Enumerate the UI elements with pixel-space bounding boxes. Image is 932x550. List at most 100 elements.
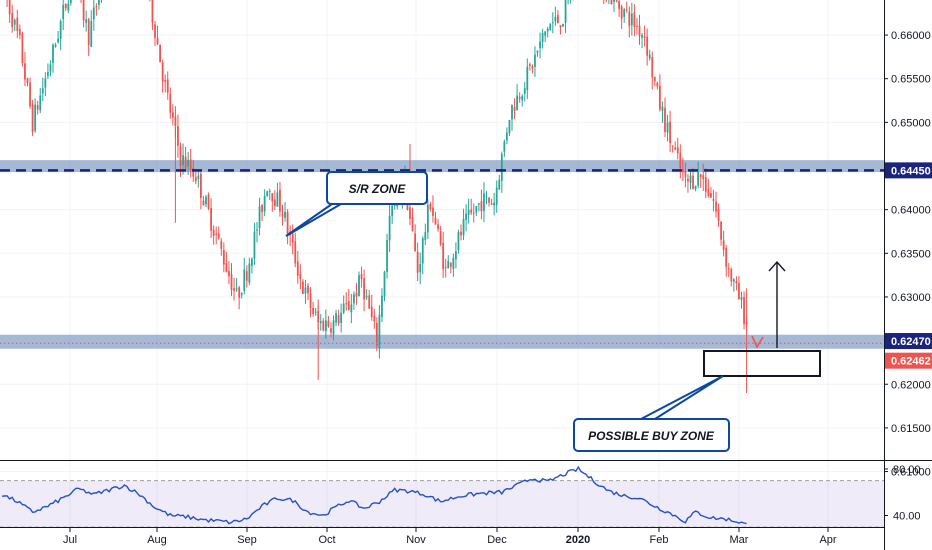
zones (0, 160, 884, 349)
candle (80, 0, 82, 3)
candle (197, 171, 200, 188)
arrow-up-icon[interactable] (768, 260, 786, 348)
time-axis[interactable]: Jul Aug Sep Oct Nov Dec 2020 Feb Mar Apr (63, 527, 837, 546)
price-tick-label: 0.66000 (891, 30, 931, 42)
candle (710, 187, 712, 198)
sr-zone-pointer (285, 203, 345, 237)
time-tick-label: Aug (147, 534, 167, 546)
candle (69, 0, 72, 6)
candle (498, 174, 501, 191)
candle (725, 244, 728, 277)
candle (615, 0, 618, 3)
candle (562, 23, 564, 28)
candle (735, 276, 738, 291)
candle (704, 168, 707, 198)
candle (383, 270, 386, 302)
candle (13, 18, 16, 31)
sr-zone-callout[interactable]: S/R ZONE (285, 171, 428, 237)
candle (151, 0, 154, 30)
candle (200, 169, 202, 210)
buy-zone-label: POSSIBLE BUY ZONE (588, 429, 715, 443)
candle (52, 43, 54, 73)
candle (638, 14, 641, 45)
candle (455, 242, 457, 269)
price-tick-label: 0.63500 (891, 248, 931, 260)
candle (299, 264, 302, 290)
candle (100, 0, 102, 3)
candle (475, 205, 478, 216)
candle (11, 4, 14, 33)
candles (6, 0, 748, 393)
candle (684, 162, 687, 188)
price-tick-label: 0.65500 (891, 74, 931, 86)
candle (36, 100, 39, 115)
candle (653, 76, 656, 87)
candle (503, 139, 506, 157)
candle (98, 0, 100, 10)
candle (169, 87, 172, 119)
buy-zone-callout[interactable]: POSSIBLE BUY ZONE (573, 375, 730, 452)
candle (6, 0, 8, 8)
candle (511, 104, 513, 131)
rsi-band (0, 480, 884, 527)
candle (536, 50, 539, 57)
candle (54, 42, 57, 48)
candle (289, 225, 292, 246)
candle (712, 189, 715, 212)
price-tick-label: 0.63000 (891, 292, 931, 304)
price-tick-label: 0.61500 (891, 423, 931, 435)
candle (324, 309, 327, 339)
candle (467, 198, 470, 224)
candle (85, 10, 88, 32)
candle (472, 203, 475, 223)
support-zone-band (0, 334, 884, 349)
candle (87, 17, 90, 57)
candle (743, 291, 745, 330)
candle (564, 0, 567, 33)
candle (513, 98, 516, 120)
candle (641, 33, 643, 48)
candle (727, 263, 730, 278)
candle (437, 219, 439, 232)
candle (358, 271, 360, 297)
candle (633, 4, 636, 37)
candle (551, 12, 554, 34)
candle (531, 64, 534, 74)
arrow-down-icon[interactable] (751, 335, 764, 349)
candle (205, 194, 207, 207)
candle (516, 84, 518, 111)
rsi-axis[interactable]: 80.00 40.00 (884, 464, 921, 523)
rsi-line[interactable] (1, 465, 747, 525)
candle (570, 0, 572, 4)
candle (18, 24, 21, 40)
candle (49, 60, 52, 77)
candle (630, 2, 633, 36)
candle (442, 231, 445, 278)
candle (613, 0, 615, 13)
time-tick-label: Feb (650, 534, 669, 546)
candle (253, 222, 256, 265)
candle (171, 104, 174, 126)
candle (29, 77, 31, 109)
candle (355, 282, 358, 305)
candle (444, 258, 447, 278)
candle (386, 233, 388, 279)
candle (335, 309, 337, 327)
candle (523, 81, 526, 102)
candle (546, 26, 549, 38)
candle (363, 269, 365, 312)
candle (720, 221, 722, 246)
candle (681, 157, 684, 182)
candle (319, 314, 322, 331)
candle (439, 226, 442, 247)
candle (666, 114, 669, 142)
price-axis[interactable]: 0.685000.680000.675000.670000.665000.660… (884, 0, 932, 479)
candle (370, 294, 373, 321)
candle (717, 203, 720, 227)
candle (414, 224, 416, 252)
candle (332, 315, 335, 341)
candle (67, 0, 70, 14)
buy-zone-rectangle[interactable] (703, 350, 821, 377)
candle (483, 182, 485, 223)
